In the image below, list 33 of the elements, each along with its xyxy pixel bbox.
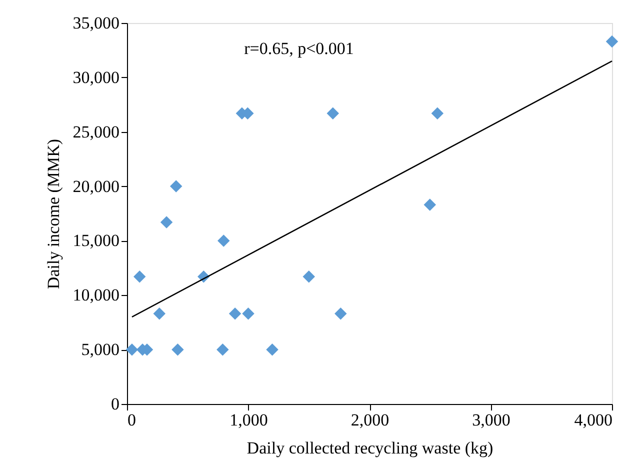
point — [326, 107, 340, 120]
point — [302, 270, 315, 283]
x-axis-title: Daily collected recycling waste (kg) — [246, 438, 494, 458]
y-tick-label: 10,000 — [72, 286, 120, 305]
x-tick-label: 2,000 — [350, 410, 390, 430]
point — [170, 180, 182, 192]
point — [228, 308, 242, 320]
y-axis-title: Daily income (MMK) — [44, 138, 63, 290]
x-tick-label: 3,000 — [472, 410, 510, 430]
x-tick-label: 0 — [128, 410, 136, 430]
point — [133, 270, 146, 283]
y-tick-label: 35,000 — [72, 14, 120, 32]
point — [606, 35, 618, 48]
x-tick-label: 1,000 — [230, 410, 268, 430]
point — [218, 234, 230, 247]
point — [172, 343, 184, 356]
point — [431, 107, 444, 120]
point — [334, 308, 347, 320]
y-tick-label: 15,000 — [72, 231, 120, 250]
y-tick-label: 5,000 — [81, 340, 120, 360]
x-tick-label: 4,000 — [574, 410, 612, 430]
point — [126, 343, 138, 356]
y-tick-label: 20,000 — [72, 176, 120, 196]
point — [160, 216, 173, 228]
annotation: r=0.65, p<0.001 — [244, 39, 354, 58]
point — [153, 308, 166, 320]
y-tick-label: 25,000 — [72, 122, 120, 142]
y-tick-label: 0 — [111, 394, 120, 414]
point — [242, 308, 254, 320]
point — [216, 343, 229, 356]
point — [424, 198, 436, 211]
y-tick-label: 30,000 — [72, 68, 120, 87]
point — [266, 343, 278, 356]
